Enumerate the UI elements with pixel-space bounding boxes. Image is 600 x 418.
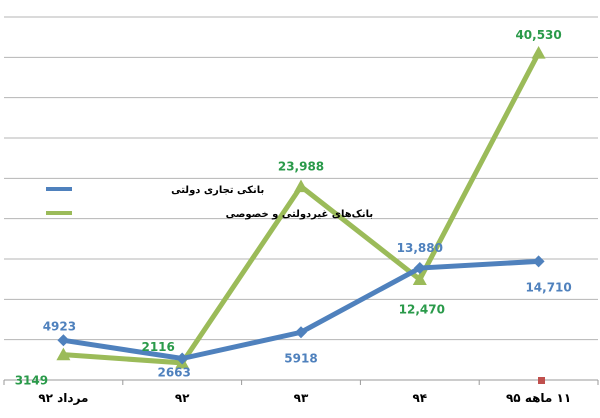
x-axis: مرداد ۹۲ ۹۲ ۹۳ ۹۴ ۱۱ ماهه ۹۵ (3, 379, 599, 405)
data-label-series-2: 40,530 (515, 28, 561, 42)
small-red-square-marker (538, 377, 545, 384)
series-2-marker (531, 46, 546, 59)
series-1-marker (176, 352, 189, 365)
legend-label-series-1: بانکی تجاری دولتی (171, 185, 264, 196)
series-markers (56, 46, 546, 369)
series-line-2 (63, 51, 541, 366)
data-label-series-2: 12,470 (399, 302, 445, 316)
series-2-marker (56, 347, 71, 361)
series-line-1 (63, 258, 539, 362)
series-1-marker (532, 255, 545, 268)
data-label-series-1: 5918 (284, 351, 317, 365)
legend-entry-series-1: بانکی تجاری دولتی (46, 185, 264, 196)
series-1-marker (57, 334, 70, 347)
x-tick-label: ۹۳ (294, 391, 309, 405)
legend-label-series-2: بانک‌های غیردولتی و خصوصی (226, 209, 374, 220)
x-tick-label: ۱۱ ماهه ۹۵ (506, 391, 571, 405)
data-label-series-2: 3149 (15, 374, 48, 388)
data-label-series-2: 23,988 (278, 159, 324, 173)
series-lines (63, 51, 541, 366)
x-tick-label: مرداد ۹۲ (38, 391, 88, 405)
series-1-marker (295, 326, 307, 339)
legend: بانکی تجاری دولتی بانک‌های غیردولتی و خص… (46, 185, 373, 220)
x-tick-label: ۹۲ (175, 391, 190, 405)
data-label-series-1: 4923 (43, 319, 76, 333)
gridlines (4, 16, 598, 341)
series-2-marker (412, 272, 427, 286)
data-labels: 3149 2116 23,988 12,470 40,530 4923 2663 5918 13… (15, 28, 572, 388)
series-1-marker (413, 262, 426, 275)
data-label-series-2: 2116 (141, 340, 174, 354)
legend-entry-series-2: بانک‌های غیردولتی و خصوصی (46, 209, 373, 220)
series-2-marker (294, 179, 308, 193)
data-label-series-1: 2663 (157, 366, 190, 380)
x-tick-label: ۹۴ (412, 391, 427, 405)
data-label-series-1: 13,880 (397, 241, 443, 255)
data-label-series-1: 14,710 (525, 280, 571, 294)
